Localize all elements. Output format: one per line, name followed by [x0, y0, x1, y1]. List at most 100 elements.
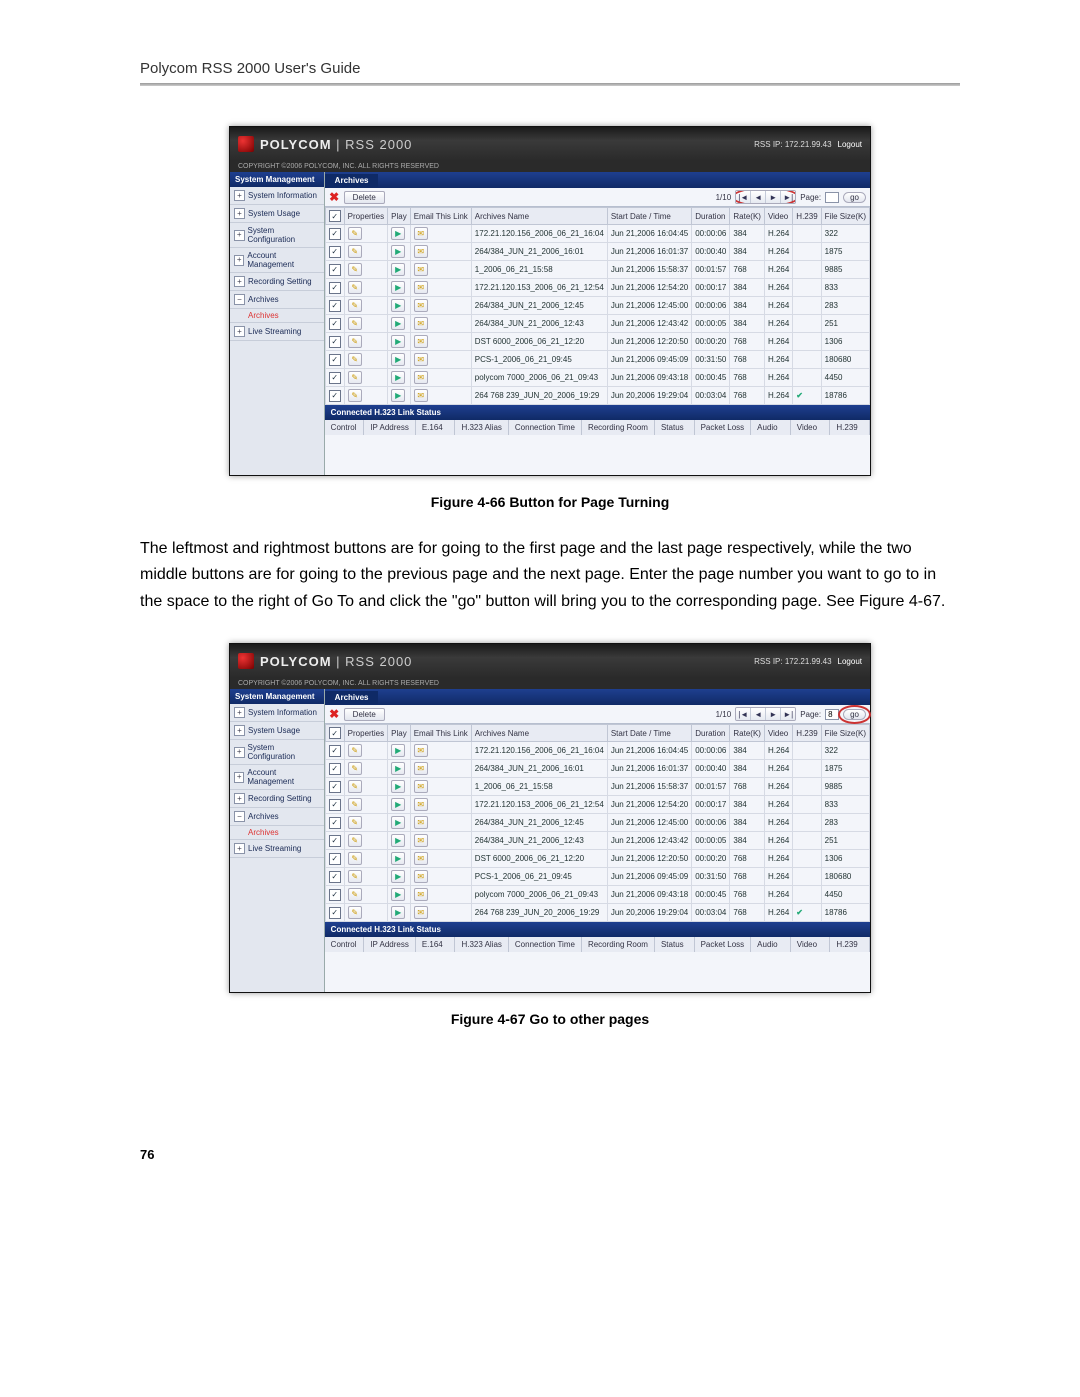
- table-row[interactable]: ✓ ✎ ▶ ✉ 172.21.120.156_2006_06_21_16:04 …: [325, 225, 869, 243]
- properties-icon[interactable]: ✎: [348, 906, 362, 919]
- row-checkbox[interactable]: ✓: [329, 817, 341, 829]
- play-icon[interactable]: ▶: [391, 888, 405, 901]
- properties-icon[interactable]: ✎: [348, 780, 362, 793]
- column-header[interactable]: File Size(K): [821, 208, 869, 225]
- properties-icon[interactable]: ✎: [348, 227, 362, 240]
- tab-archives[interactable]: Archives: [325, 691, 379, 704]
- column-header[interactable]: Video: [764, 208, 792, 225]
- play-icon[interactable]: ▶: [391, 780, 405, 793]
- properties-icon[interactable]: ✎: [348, 335, 362, 348]
- expand-icon[interactable]: +: [234, 208, 245, 219]
- properties-icon[interactable]: ✎: [348, 245, 362, 258]
- email-icon[interactable]: ✉: [414, 389, 428, 402]
- row-checkbox[interactable]: ✓: [329, 835, 341, 847]
- expand-icon[interactable]: +: [234, 793, 245, 804]
- table-row[interactable]: ✓ ✎ ▶ ✉ 1_2006_06_21_15:58 Jun 21,2006 1…: [325, 261, 869, 279]
- play-icon[interactable]: ▶: [391, 245, 405, 258]
- properties-icon[interactable]: ✎: [348, 299, 362, 312]
- table-row[interactable]: ✓ ✎ ▶ ✉ 264/384_JUN_21_2006_16:01 Jun 21…: [325, 760, 869, 778]
- properties-icon[interactable]: ✎: [348, 798, 362, 811]
- properties-icon[interactable]: ✎: [348, 852, 362, 865]
- column-header[interactable]: File Size(K): [821, 725, 869, 742]
- email-icon[interactable]: ✉: [414, 317, 428, 330]
- delete-button[interactable]: Delete: [344, 708, 385, 721]
- row-checkbox[interactable]: ✓: [329, 853, 341, 865]
- row-checkbox[interactable]: ✓: [329, 799, 341, 811]
- column-header[interactable]: Properties: [344, 725, 387, 742]
- sidebar-item[interactable]: +Live Streaming: [230, 840, 324, 858]
- sidebar-item[interactable]: +System Usage: [230, 722, 324, 740]
- page-nav-button[interactable]: ◄: [751, 191, 766, 203]
- page-input[interactable]: [825, 709, 839, 720]
- play-icon[interactable]: ▶: [391, 227, 405, 240]
- properties-icon[interactable]: ✎: [348, 816, 362, 829]
- table-row[interactable]: ✓ ✎ ▶ ✉ 264/384_JUN_21_2006_12:43 Jun 21…: [325, 832, 869, 850]
- table-row[interactable]: ✓ ✎ ▶ ✉ 264 768 239_JUN_20_2006_19:29 Ju…: [325, 904, 869, 922]
- table-row[interactable]: ✓ ✎ ▶ ✉ PCS-1_2006_06_21_09:45 Jun 21,20…: [325, 868, 869, 886]
- sidebar-item[interactable]: −Archives: [230, 808, 324, 826]
- table-row[interactable]: ✓ ✎ ▶ ✉ 264/384_JUN_21_2006_16:01 Jun 21…: [325, 243, 869, 261]
- column-header[interactable]: Email This Link: [410, 208, 471, 225]
- properties-icon[interactable]: ✎: [348, 317, 362, 330]
- expand-icon[interactable]: +: [234, 190, 245, 201]
- column-header[interactable]: Play: [388, 725, 411, 742]
- properties-icon[interactable]: ✎: [348, 744, 362, 757]
- play-icon[interactable]: ▶: [391, 353, 405, 366]
- sidebar-item[interactable]: +System Information: [230, 187, 324, 205]
- sidebar-item[interactable]: +Recording Setting: [230, 790, 324, 808]
- email-icon[interactable]: ✉: [414, 227, 428, 240]
- play-icon[interactable]: ▶: [391, 317, 405, 330]
- expand-icon[interactable]: +: [234, 747, 245, 758]
- table-row[interactable]: ✓ ✎ ▶ ✉ 1_2006_06_21_15:58 Jun 21,2006 1…: [325, 778, 869, 796]
- row-checkbox[interactable]: ✓: [329, 336, 341, 348]
- properties-icon[interactable]: ✎: [348, 371, 362, 384]
- email-icon[interactable]: ✉: [414, 335, 428, 348]
- sidebar-item[interactable]: +System Information: [230, 704, 324, 722]
- expand-icon[interactable]: +: [234, 276, 245, 287]
- row-checkbox[interactable]: ✓: [329, 282, 341, 294]
- play-icon[interactable]: ▶: [391, 371, 405, 384]
- properties-icon[interactable]: ✎: [348, 834, 362, 847]
- properties-icon[interactable]: ✎: [348, 762, 362, 775]
- play-icon[interactable]: ▶: [391, 744, 405, 757]
- play-icon[interactable]: ▶: [391, 299, 405, 312]
- play-icon[interactable]: ▶: [391, 906, 405, 919]
- select-all-checkbox[interactable]: ✓: [329, 727, 341, 739]
- table-row[interactable]: ✓ ✎ ▶ ✉ DST 6000_2006_06_21_12:20 Jun 21…: [325, 333, 869, 351]
- column-header[interactable]: H.239: [793, 208, 821, 225]
- row-checkbox[interactable]: ✓: [329, 745, 341, 757]
- email-icon[interactable]: ✉: [414, 816, 428, 829]
- properties-icon[interactable]: ✎: [348, 353, 362, 366]
- email-icon[interactable]: ✉: [414, 353, 428, 366]
- row-checkbox[interactable]: ✓: [329, 372, 341, 384]
- column-header[interactable]: Play: [388, 208, 411, 225]
- select-all-checkbox[interactable]: ✓: [329, 210, 341, 222]
- properties-icon[interactable]: ✎: [348, 281, 362, 294]
- play-icon[interactable]: ▶: [391, 762, 405, 775]
- expand-icon[interactable]: +: [234, 772, 244, 783]
- column-header[interactable]: Rate(K): [730, 725, 765, 742]
- expand-icon[interactable]: +: [234, 255, 244, 266]
- column-header[interactable]: Duration: [692, 725, 730, 742]
- delete-icon[interactable]: ✖: [329, 709, 340, 720]
- row-checkbox[interactable]: ✓: [329, 300, 341, 312]
- column-header[interactable]: Archives Name: [471, 725, 607, 742]
- row-checkbox[interactable]: ✓: [329, 228, 341, 240]
- row-checkbox[interactable]: ✓: [329, 889, 341, 901]
- play-icon[interactable]: ▶: [391, 335, 405, 348]
- expand-icon[interactable]: +: [234, 326, 245, 337]
- expand-icon[interactable]: +: [234, 230, 245, 241]
- page-nav-button[interactable]: |◄: [736, 708, 751, 720]
- page-nav-button[interactable]: ◄: [751, 708, 766, 720]
- column-header[interactable]: Video: [764, 725, 792, 742]
- sidebar-subitem[interactable]: Archives: [230, 826, 324, 840]
- row-checkbox[interactable]: ✓: [329, 763, 341, 775]
- row-checkbox[interactable]: ✓: [329, 871, 341, 883]
- row-checkbox[interactable]: ✓: [329, 390, 341, 402]
- email-icon[interactable]: ✉: [414, 906, 428, 919]
- sidebar-item[interactable]: +Account Management: [230, 765, 324, 790]
- play-icon[interactable]: ▶: [391, 281, 405, 294]
- row-checkbox[interactable]: ✓: [329, 246, 341, 258]
- email-icon[interactable]: ✉: [414, 834, 428, 847]
- column-header[interactable]: ✓: [325, 725, 344, 742]
